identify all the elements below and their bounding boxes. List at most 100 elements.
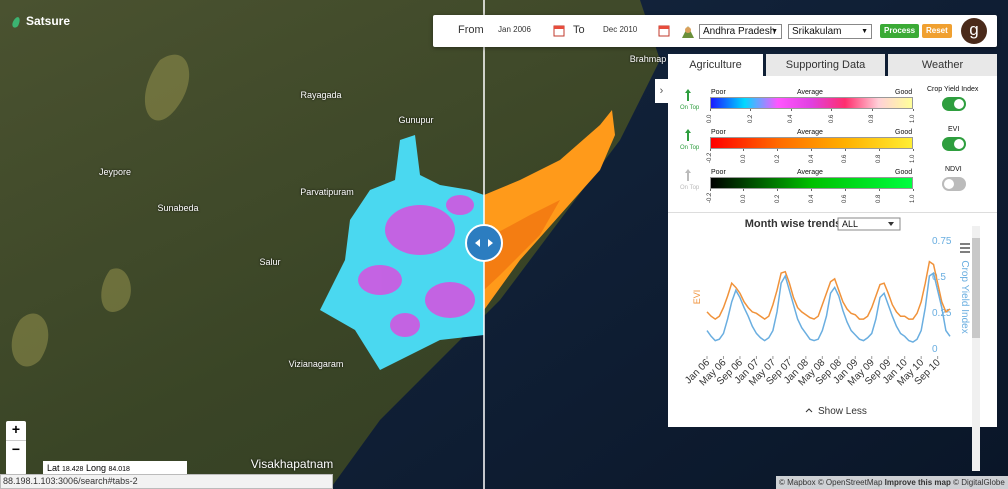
legend-gradient [710, 137, 913, 149]
from-date[interactable]: Jan 2006 [498, 25, 531, 34]
legend-tick [811, 149, 812, 151]
legend-tick-label: 1.0 [910, 154, 916, 163]
tab[interactable]: Agriculture [668, 54, 763, 76]
district: Srikakulam [792, 26, 842, 37]
attribution-mapbox[interactable]: © Mapbox [779, 478, 816, 487]
legend-gradient [710, 177, 913, 189]
legend-tick [912, 149, 914, 151]
on-top-arrow[interactable] [685, 128, 691, 141]
legend-tick-label: 0.0 [740, 154, 747, 163]
attribution: © Mapbox © OpenStreetMap Improve this ma… [776, 476, 1008, 489]
to-label: To [573, 24, 585, 36]
terrain [11, 54, 190, 367]
legend-tick [912, 109, 914, 111]
legend-tick [709, 149, 711, 151]
legend-poor: Poor [711, 169, 726, 176]
evi-patches [484, 200, 560, 290]
legend-tick [811, 189, 812, 191]
legend-tick-label: 0.0 [707, 114, 713, 123]
logo-icon [12, 17, 20, 28]
legend-tick [743, 189, 745, 191]
place-label: Salur [259, 257, 281, 267]
compare-handle[interactable] [465, 224, 503, 262]
place-label: Brahmap [629, 54, 667, 64]
legend-tick [912, 189, 914, 191]
legend-tick [871, 109, 873, 111]
scrollbar[interactable] [972, 226, 980, 471]
legend-tick-label: 0.8 [876, 194, 883, 203]
legend-tick-label: 0.8 [876, 154, 883, 163]
panel [668, 76, 997, 471]
legend-poor: Poor [711, 89, 726, 96]
reset-button[interactable]: Reset [922, 24, 952, 38]
attribution-dg[interactable]: © DigitalGlobe [953, 478, 1005, 487]
tab[interactable]: Weather [888, 54, 997, 76]
legend-good: Good [895, 129, 913, 136]
toggle-label: Crop Yield Index [927, 86, 979, 93]
legend-tick [709, 189, 711, 191]
divider [668, 212, 997, 213]
zoom-in[interactable]: + [11, 421, 21, 437]
toolbar: From Jan 2006 To Dec 2010 Andhra Pradesh… [433, 15, 997, 47]
legend-average: Average [797, 89, 823, 96]
legend-tick [844, 149, 846, 151]
calendar-icon[interactable] [658, 25, 670, 37]
state: Andhra Pradesh [703, 26, 776, 37]
place-label: Visakhapatnam [250, 457, 334, 471]
legend-tick [709, 109, 711, 111]
legend-tick [750, 109, 752, 111]
legend-good: Good [895, 89, 913, 96]
to-date[interactable]: Dec 2010 [603, 25, 638, 34]
state-select[interactable]: Andhra Pradesh ▼ [699, 24, 782, 39]
legend-tick-label: 0.4 [788, 114, 795, 123]
legend-tick-label: 0.6 [842, 154, 849, 163]
legend-poor: Poor [711, 129, 726, 136]
toggle-switch[interactable] [942, 137, 966, 151]
collapse-button[interactable]: › [655, 79, 668, 103]
legend-tick-label: 0.2 [774, 194, 781, 203]
legend-tick [831, 109, 833, 111]
toggle-switch[interactable] [942, 97, 966, 111]
status-url: 88.198.1.103:3006/search#tabs-2 [0, 474, 333, 489]
toggle-label: NDVI [945, 166, 962, 173]
legend-tick-label: 0.6 [828, 114, 835, 123]
coords-box: Lat 18.428 Long 84.018 [43, 461, 187, 476]
attribution-osm[interactable]: © OpenStreetMap [817, 478, 883, 487]
legend-tick [878, 189, 880, 191]
place-label: Sunabeda [157, 203, 199, 213]
on-top-arrow[interactable] [685, 88, 691, 101]
legend-tick-label: 0.6 [842, 194, 849, 203]
farmer-icon [682, 26, 694, 38]
toggle-switch[interactable] [942, 177, 966, 191]
place-label: Rayagada [300, 90, 342, 100]
legend-tick-label: 1.0 [910, 114, 916, 123]
legend-tick-label: 1.0 [910, 194, 916, 203]
legend-tick [790, 109, 792, 111]
legend-gradient [710, 97, 913, 109]
legend-tick-label: 0.2 [774, 154, 781, 163]
zoom-out[interactable]: − [6, 440, 26, 460]
legend-tick-label: -0.2 [707, 192, 713, 203]
avatar[interactable]: g [961, 18, 987, 44]
attribution-improve[interactable]: Improve this map [884, 478, 951, 487]
district-select[interactable]: Srikakulam ▼ [788, 24, 872, 39]
process-button[interactable]: Process [880, 24, 920, 38]
on-top-arrow[interactable] [685, 168, 691, 181]
logo: Satsure [26, 14, 71, 28]
place-label: Parvatipuram [300, 187, 354, 197]
place-label: Jeypore [98, 167, 132, 177]
legend-good: Good [895, 169, 913, 176]
toggle-label: EVI [948, 126, 960, 133]
on-top-label: On Top [680, 185, 700, 191]
calendar-icon[interactable] [553, 25, 565, 37]
from-label: From [458, 24, 484, 36]
legend-tick [777, 189, 779, 191]
long-label: Long [85, 463, 106, 473]
crop-yield-patches [358, 195, 475, 337]
tab[interactable]: Supporting Data [766, 54, 885, 76]
long: 84.018 [108, 466, 130, 473]
legend-tick-label: 0.4 [808, 154, 815, 163]
zoom-control: + − [6, 421, 26, 475]
on-top-label: On Top [680, 145, 700, 151]
